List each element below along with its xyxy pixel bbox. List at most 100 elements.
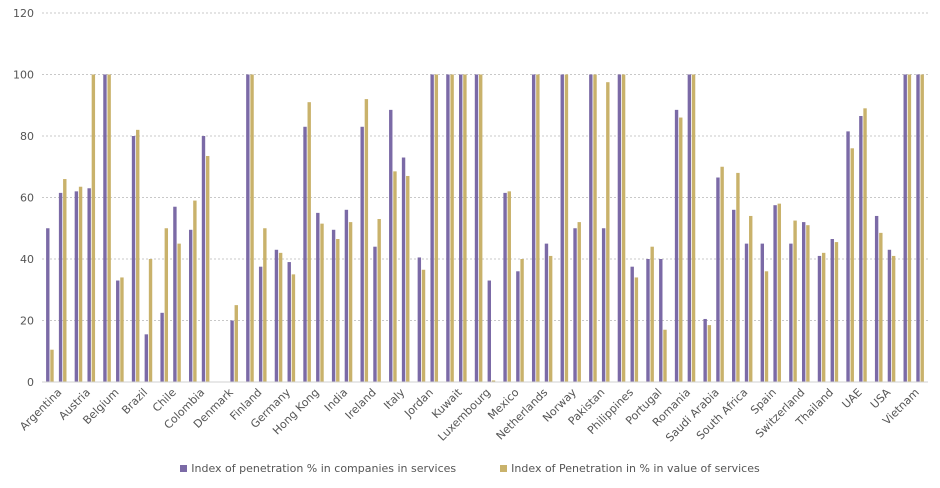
bar <box>744 243 749 382</box>
bar <box>879 232 883 382</box>
bar <box>830 239 834 382</box>
bar <box>859 116 863 382</box>
bar <box>91 74 96 382</box>
bar <box>691 74 696 382</box>
bar <box>63 179 67 382</box>
bar <box>406 175 410 382</box>
bar <box>773 205 777 382</box>
bar <box>173 206 177 382</box>
bar <box>736 172 740 382</box>
bar <box>491 380 496 382</box>
y-tick-label: 120 <box>13 7 34 20</box>
bar <box>716 177 720 382</box>
legend-label-companies: Index of penetration % in companies in s… <box>191 462 457 475</box>
bar <box>663 329 667 382</box>
bar <box>148 259 153 382</box>
bar <box>205 155 210 382</box>
bar <box>789 243 793 382</box>
bar <box>463 74 467 382</box>
bar <box>793 220 797 382</box>
bar <box>846 131 850 382</box>
bar <box>434 74 439 382</box>
legend-swatch-companies <box>180 465 188 472</box>
bar <box>564 74 569 382</box>
bar <box>507 191 511 382</box>
bar <box>679 117 683 383</box>
bar <box>320 223 324 382</box>
bar <box>749 215 753 382</box>
bar <box>263 228 267 382</box>
bar <box>421 269 426 382</box>
bar <box>459 74 463 382</box>
bars <box>46 74 924 383</box>
bar <box>874 215 879 382</box>
legend-item-value[interactable]: Index of Penetration in % in value of se… <box>500 462 760 475</box>
x-tick-label: UAE <box>840 386 865 411</box>
bar <box>78 186 83 382</box>
bar <box>164 228 169 382</box>
bar <box>430 74 434 382</box>
bar <box>58 192 63 382</box>
bar <box>131 136 136 382</box>
bar <box>331 229 336 382</box>
bar <box>732 209 736 382</box>
bar <box>577 222 581 382</box>
bar <box>548 255 553 382</box>
bar <box>120 277 124 382</box>
bar <box>821 252 826 382</box>
bar <box>817 255 822 382</box>
bar <box>234 305 238 382</box>
bar <box>193 200 197 382</box>
bar <box>573 228 577 382</box>
bar <box>107 74 111 382</box>
bar <box>634 277 639 382</box>
bar <box>887 249 892 382</box>
bar <box>479 74 483 382</box>
x-tick-label: Ireland <box>343 386 379 422</box>
bar <box>446 74 450 382</box>
bar <box>891 255 896 382</box>
bar <box>316 212 320 382</box>
bar <box>201 136 206 382</box>
x-tick-label: USA <box>868 386 894 412</box>
y-tick-label: 60 <box>20 192 34 205</box>
legend-label-value: Index of Penetration in % in value of se… <box>511 462 760 475</box>
bar <box>560 74 564 382</box>
bar <box>46 228 50 382</box>
bar <box>389 109 393 383</box>
bar <box>307 102 311 383</box>
bar <box>348 222 353 382</box>
bar <box>74 191 79 382</box>
x-tick-label: Argentina <box>17 386 64 433</box>
bar <box>520 259 524 382</box>
y-tick-label: 0 <box>27 376 34 389</box>
legend-item-companies[interactable]: Index of penetration % in companies in s… <box>180 462 456 475</box>
bar <box>103 74 107 382</box>
bar <box>377 219 381 382</box>
bar <box>246 74 250 382</box>
bar <box>531 74 536 382</box>
bar <box>834 242 839 382</box>
bar <box>707 325 712 382</box>
bar <box>720 166 724 382</box>
bar <box>373 246 377 382</box>
bar <box>764 271 769 382</box>
bar-chart: 0 20 40 60 80 100 120 ArgentinaAustriaBelgiumB… <box>13 7 928 444</box>
bar <box>650 246 654 382</box>
bar <box>863 108 867 382</box>
bar <box>589 74 593 382</box>
bar <box>177 243 181 382</box>
bar <box>450 74 454 382</box>
bar <box>606 82 610 382</box>
bar <box>916 74 920 382</box>
legend-swatch-value <box>500 465 508 472</box>
bar <box>50 349 54 382</box>
bar <box>617 74 622 382</box>
bar <box>630 266 634 382</box>
legend: Index of penetration % in companies in s… <box>0 462 940 475</box>
bar <box>360 126 364 383</box>
bar <box>87 188 91 382</box>
bar <box>230 320 234 382</box>
bar <box>516 271 520 382</box>
